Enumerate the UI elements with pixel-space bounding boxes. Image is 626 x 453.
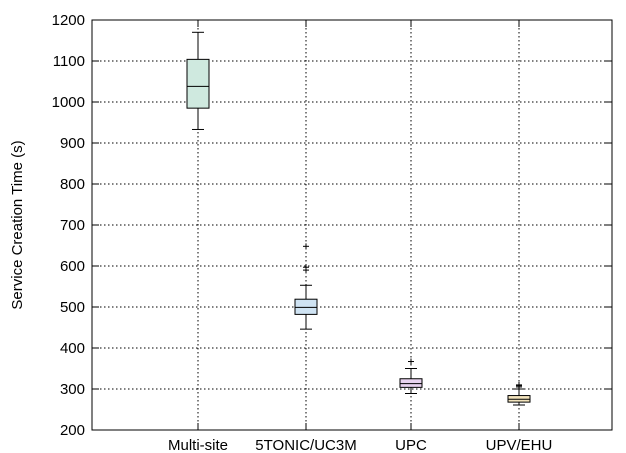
y-tick-labels: 200 300 400 500 600 700 800 900 1000 1100 1200 <box>52 12 85 439</box>
x-tick-label: Multi-site <box>168 437 228 453</box>
x-tick-label: UPC <box>395 437 427 453</box>
y-tick-label: 1100 <box>53 53 85 70</box>
x-tick-labels: Multi-site 5TONIC/UC3M UPC UPV/EHU <box>168 437 552 453</box>
x-tick-label: UPV/EHU <box>486 437 553 453</box>
y-tick-label: 900 <box>60 135 85 152</box>
box-upv-ehu <box>507 381 531 406</box>
y-axis-title: Service Creation Time (s) <box>9 140 26 309</box>
iqr-box <box>186 58 210 109</box>
y-tick-label: 300 <box>60 381 85 398</box>
iqr-box <box>399 378 423 388</box>
box-multi-site <box>186 31 210 130</box>
y-tick-label: 700 <box>60 217 85 234</box>
y-tick-label: 600 <box>60 258 85 275</box>
y-tick-label: 1000 <box>52 94 85 111</box>
y-tick-label: 500 <box>60 299 85 316</box>
x-tick-label: 5TONIC/UC3M <box>255 437 356 453</box>
iqr-box <box>294 298 318 315</box>
boxes <box>186 31 531 406</box>
y-tick-label: 800 <box>60 176 85 193</box>
y-tick-label: 400 <box>60 340 85 357</box>
y-tick-label: 200 <box>60 422 85 439</box>
grid-lines <box>92 20 612 430</box>
box-upc <box>399 358 423 395</box>
y-tick-label: 1200 <box>52 12 85 29</box>
box-5tonic-uc3m <box>294 243 318 330</box>
plot-frame <box>91 19 613 431</box>
